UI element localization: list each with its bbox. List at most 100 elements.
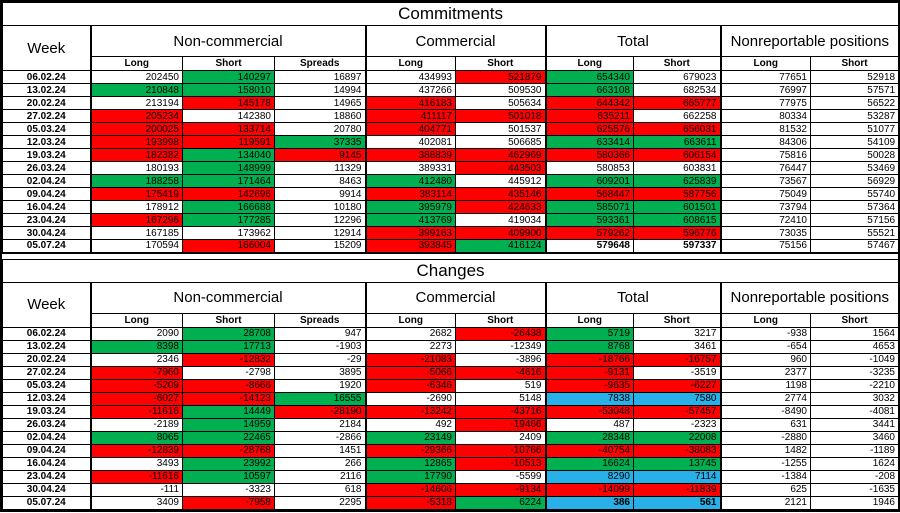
value-cell: 22465 <box>182 430 275 445</box>
value-cell: 606154 <box>633 148 721 162</box>
week-cell: 30.04.24 <box>2 482 91 497</box>
value-cell: 505634 <box>455 96 546 110</box>
week-cell: 19.03.24 <box>2 404 91 419</box>
value-cell: 5148 <box>455 391 546 406</box>
value-cell: 142380 <box>182 109 275 123</box>
value-cell: -12839 <box>89 443 183 458</box>
value-cell: 2682 <box>364 326 456 341</box>
value-cell: 561 <box>633 495 721 510</box>
value-cell: 20780 <box>274 122 366 136</box>
table-row: 26.03.24 180193 148999 11329 389331 443503 580… <box>2 161 900 175</box>
value-cell: 665777 <box>633 96 721 110</box>
week-column-header: Week <box>2 25 91 71</box>
value-cell: -2798 <box>182 365 275 380</box>
value-cell: 445912 <box>455 174 546 188</box>
value-cell: 171464 <box>182 174 275 188</box>
value-cell: 625576 <box>544 122 634 136</box>
value-cell: 625 <box>719 482 811 497</box>
value-cell: -5318 <box>364 495 456 510</box>
value-cell: 76447 <box>719 161 811 175</box>
value-cell: 383114 <box>364 187 456 201</box>
week-cell: 09.04.24 <box>2 443 91 458</box>
group-header-noncommercial: Non-commercial <box>89 281 366 314</box>
value-cell: 51077 <box>809 122 900 136</box>
value-cell: 506685 <box>455 135 546 149</box>
col-header-nr-long: Long <box>719 56 811 71</box>
group-header-nonreportable: Nonreportable positions <box>719 281 899 314</box>
value-cell: 579262 <box>544 226 634 240</box>
value-cell: -1635 <box>810 482 899 497</box>
table-row: 06.02.24 2090 28708 947 2682 -26438 5719 3217 -9… <box>2 326 899 341</box>
value-cell: 37335 <box>274 135 366 149</box>
value-cell: 23149 <box>364 430 456 445</box>
value-cell: 9145 <box>274 148 366 162</box>
value-cell: 2116 <box>274 469 366 484</box>
value-cell: 15209 <box>274 239 366 253</box>
value-cell: 75156 <box>719 239 811 253</box>
value-cell: 435146 <box>455 187 546 201</box>
value-cell: 416183 <box>364 96 456 110</box>
value-cell: -8666 <box>182 378 275 393</box>
value-cell: 399163 <box>364 226 456 240</box>
value-cell: 3493 <box>89 456 183 471</box>
value-cell: 625839 <box>633 174 721 188</box>
value-cell: 158010 <box>182 83 275 97</box>
value-cell: 487 <box>544 417 634 432</box>
col-header-t-short: Short <box>633 312 721 328</box>
week-cell: 09.04.24 <box>2 187 91 201</box>
value-cell: 54109 <box>809 135 900 149</box>
value-cell: 2273 <box>364 339 456 354</box>
value-cell: 28348 <box>544 430 634 445</box>
value-cell: 395979 <box>364 200 456 214</box>
value-cell: 462969 <box>455 148 546 162</box>
value-cell: 56929 <box>809 174 900 188</box>
value-cell: 587756 <box>633 187 721 201</box>
value-cell: -3235 <box>810 365 899 380</box>
col-header-nc-short: Short <box>182 56 275 71</box>
week-cell: 13.02.24 <box>2 339 91 354</box>
value-cell: 960 <box>719 352 811 367</box>
value-cell: 170594 <box>89 239 183 253</box>
value-cell: -3323 <box>182 482 275 497</box>
value-cell: 597337 <box>633 239 721 253</box>
value-cell: -2189 <box>89 417 183 432</box>
value-cell: 443503 <box>455 161 546 175</box>
table-row: 05.03.24 -5209 -8666 1920 -6346 519 -9635 -6227… <box>2 378 899 393</box>
value-cell: 56522 <box>809 96 900 110</box>
value-cell: -43716 <box>455 404 546 419</box>
value-cell: -4081 <box>810 404 899 419</box>
week-cell: 02.04.24 <box>2 430 91 445</box>
value-cell: -10766 <box>455 443 546 458</box>
value-cell: 596776 <box>633 226 721 240</box>
value-cell: -9131 <box>544 365 634 380</box>
value-cell: -6346 <box>364 378 456 393</box>
value-cell: -6027 <box>89 391 183 406</box>
value-cell: -2880 <box>719 430 811 445</box>
group-header-row: Week Non-commercial Commercial Total Non… <box>2 281 899 328</box>
col-header-nr-short: Short <box>809 56 900 71</box>
value-cell: 145178 <box>182 96 275 110</box>
value-cell: -208 <box>810 469 899 484</box>
value-cell: 662258 <box>633 109 721 123</box>
group-header-nonreportable: Nonreportable positions <box>719 25 900 57</box>
table-row: 13.02.24 210848 158010 14994 437266 509530 663… <box>2 83 900 97</box>
week-cell: 12.03.24 <box>2 391 91 406</box>
value-cell: 14959 <box>182 417 275 432</box>
value-cell: -29 <box>274 352 366 367</box>
value-cell: -11839 <box>633 482 721 497</box>
value-cell: 521879 <box>455 70 546 84</box>
value-cell: -57457 <box>633 404 721 419</box>
col-header-t-short: Short <box>633 56 721 71</box>
table-row: 20.02.24 2346 -12832 -29 -21083 -3896 -18766 -1… <box>2 352 899 367</box>
table-row: 09.04.24 175419 142696 9914 383114 435146 5684… <box>2 187 900 201</box>
week-cell: 30.04.24 <box>2 226 91 240</box>
value-cell: 568447 <box>544 187 634 201</box>
value-cell: 182382 <box>89 148 183 162</box>
group-header-commercial: Commercial <box>364 281 546 314</box>
value-cell: 75816 <box>719 148 811 162</box>
value-cell: 419034 <box>455 213 546 227</box>
value-cell: -53048 <box>544 404 634 419</box>
value-cell: -10513 <box>455 456 546 471</box>
value-cell: 682534 <box>633 83 721 97</box>
value-cell: 76997 <box>719 83 811 97</box>
